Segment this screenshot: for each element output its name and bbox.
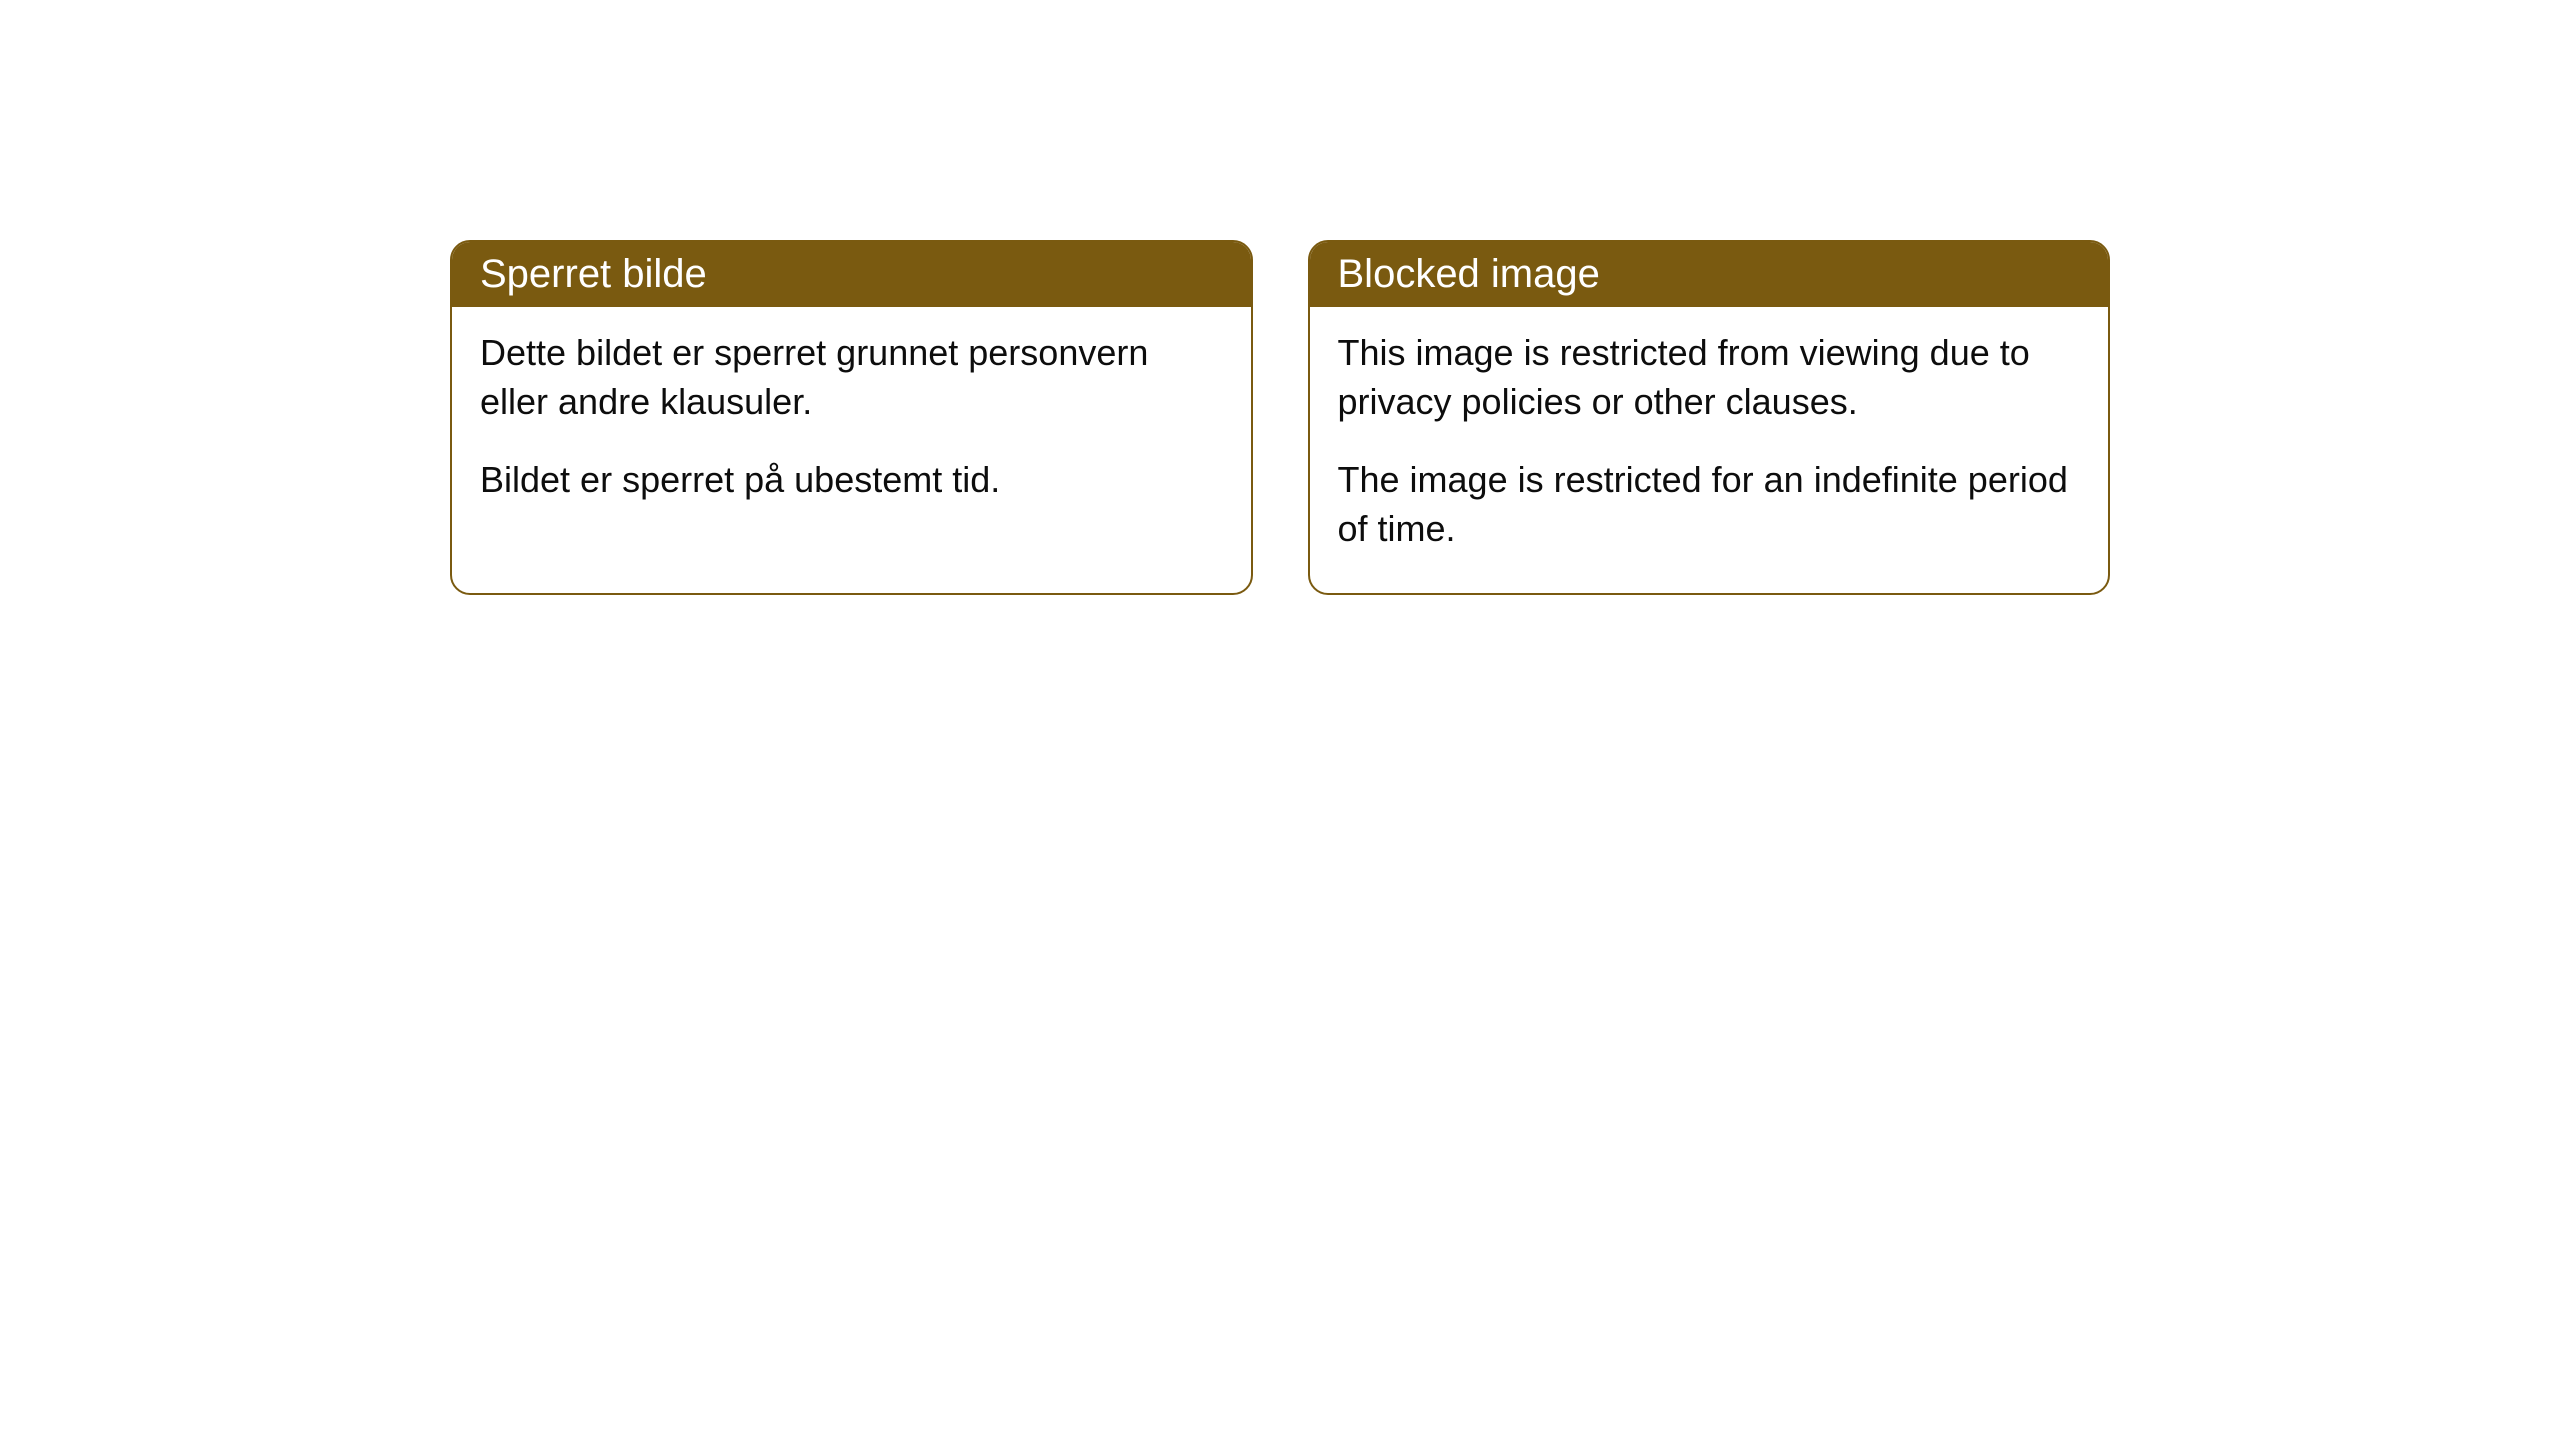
card-paragraph-2: Bildet er sperret på ubestemt tid.: [480, 456, 1223, 505]
card-header: Sperret bilde: [452, 242, 1251, 307]
card-title: Blocked image: [1338, 252, 1600, 296]
card-body: This image is restricted from viewing du…: [1310, 307, 2109, 593]
notice-cards-container: Sperret bilde Dette bildet er sperret gr…: [450, 240, 2110, 595]
card-body: Dette bildet er sperret grunnet personve…: [452, 307, 1251, 545]
card-paragraph-1: Dette bildet er sperret grunnet personve…: [480, 329, 1223, 426]
notice-card-english: Blocked image This image is restricted f…: [1308, 240, 2111, 595]
notice-card-norwegian: Sperret bilde Dette bildet er sperret gr…: [450, 240, 1253, 595]
card-paragraph-2: The image is restricted for an indefinit…: [1338, 456, 2081, 553]
card-header: Blocked image: [1310, 242, 2109, 307]
card-paragraph-1: This image is restricted from viewing du…: [1338, 329, 2081, 426]
card-title: Sperret bilde: [480, 252, 707, 296]
